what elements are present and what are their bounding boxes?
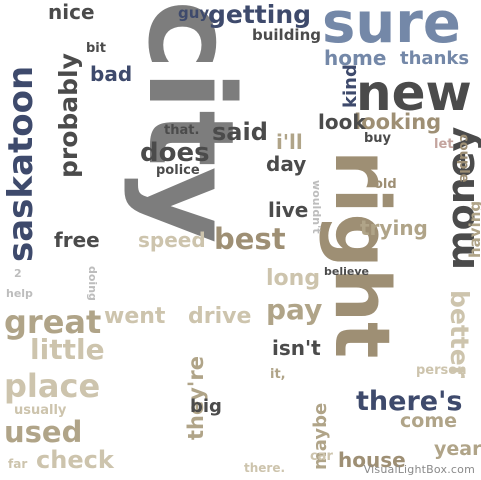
word-saskatoon: saskatoon bbox=[1, 65, 41, 262]
word-new: new bbox=[356, 64, 472, 122]
word-went: went bbox=[104, 304, 166, 329]
word-said: said bbox=[212, 118, 268, 146]
word-usually: usually bbox=[14, 403, 67, 418]
word-home: home bbox=[324, 46, 387, 70]
word-2: 2 bbox=[14, 267, 22, 280]
word-getting: getting bbox=[208, 0, 312, 29]
word-kind: kind bbox=[340, 64, 361, 108]
word-look: look bbox=[318, 110, 366, 134]
word-live: live bbox=[268, 198, 309, 222]
word-house: house bbox=[338, 448, 406, 472]
word-day: day bbox=[266, 152, 307, 176]
word-little: little bbox=[30, 333, 105, 366]
word-having: having bbox=[466, 200, 481, 258]
word-year: year bbox=[434, 438, 481, 460]
word-person: person bbox=[416, 363, 467, 378]
word-car: car bbox=[310, 449, 333, 464]
word-far: far bbox=[8, 457, 28, 471]
word-building: building bbox=[252, 26, 321, 44]
word-probably: probably bbox=[54, 53, 83, 178]
word-free: free bbox=[54, 228, 100, 252]
word-speed: speed bbox=[138, 228, 206, 252]
word-ill: i'll bbox=[276, 130, 303, 154]
word-couple: couple bbox=[456, 134, 471, 183]
word-long: long bbox=[266, 266, 321, 291]
word-isnt: isn't bbox=[272, 336, 321, 360]
word-looking: looking bbox=[354, 110, 442, 134]
word-that: that. bbox=[164, 123, 200, 138]
word-help: help bbox=[6, 287, 33, 300]
word-pay: pay bbox=[266, 293, 323, 326]
word-bad: bad bbox=[90, 62, 133, 86]
word-it: it, bbox=[270, 367, 286, 382]
word-old: old bbox=[374, 177, 397, 192]
credit-label[interactable]: VisualLightBox.com bbox=[363, 463, 475, 476]
word-there: there. bbox=[244, 461, 286, 475]
word-best: best bbox=[214, 222, 286, 256]
word-police: police bbox=[156, 163, 200, 178]
word-nice: nice bbox=[48, 0, 95, 24]
word-thanks: thanks bbox=[400, 48, 470, 69]
word-great: great bbox=[4, 303, 102, 341]
word-check: check bbox=[36, 446, 114, 474]
word-big: big bbox=[190, 396, 222, 417]
word-doing: doing bbox=[86, 266, 99, 301]
word-does: does bbox=[140, 138, 210, 168]
word-drive: drive bbox=[188, 304, 252, 329]
word-used: used bbox=[4, 415, 83, 449]
word-theres: there's bbox=[356, 386, 463, 417]
word-let: let bbox=[434, 137, 454, 152]
word-trying: trying bbox=[360, 216, 428, 240]
word-guy: guy bbox=[178, 4, 210, 22]
word-sure: sure bbox=[322, 0, 461, 56]
word-bit: bit bbox=[86, 41, 106, 56]
word-place: place bbox=[4, 367, 101, 405]
word-wouldnt: wouldn't bbox=[310, 180, 323, 234]
word-buy: buy bbox=[364, 131, 392, 146]
word-believe: believe bbox=[324, 265, 369, 278]
word-come: come bbox=[400, 410, 457, 432]
